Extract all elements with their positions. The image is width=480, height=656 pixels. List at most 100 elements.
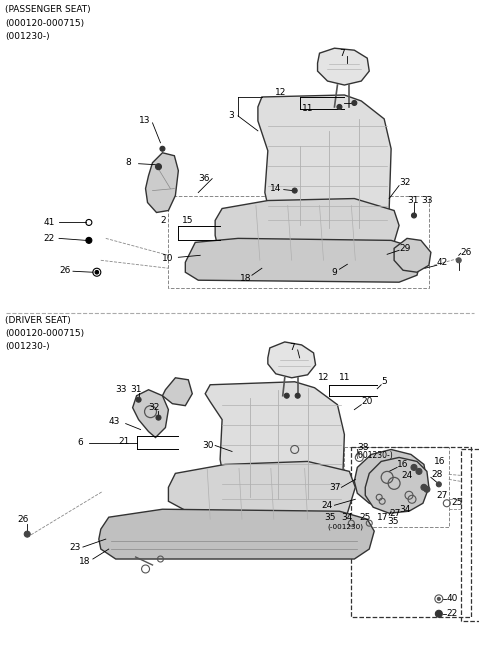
Text: 16: 16: [434, 457, 445, 466]
Text: 33: 33: [421, 196, 432, 205]
Polygon shape: [258, 95, 391, 236]
Polygon shape: [185, 238, 421, 282]
Circle shape: [295, 393, 300, 398]
Text: 31: 31: [131, 385, 142, 394]
Polygon shape: [168, 461, 355, 525]
Polygon shape: [268, 342, 315, 378]
Circle shape: [437, 598, 440, 600]
Text: 13: 13: [139, 116, 150, 125]
Text: 41: 41: [43, 218, 55, 227]
Circle shape: [160, 146, 165, 152]
Text: 15: 15: [182, 216, 194, 225]
Text: (001230-): (001230-): [355, 451, 393, 460]
Polygon shape: [354, 449, 427, 509]
Text: 34: 34: [341, 513, 353, 522]
Circle shape: [411, 213, 417, 218]
Text: 38: 38: [357, 443, 369, 452]
Text: (-001230): (-001230): [327, 524, 363, 531]
Polygon shape: [365, 457, 429, 513]
Text: 8: 8: [126, 158, 132, 167]
Text: 11: 11: [301, 104, 313, 113]
Text: 2: 2: [160, 216, 166, 225]
Bar: [351, 447, 471, 617]
Text: (PASSENGER SEAT)
(000120-000715)
(001230-): (PASSENGER SEAT) (000120-000715) (001230…: [5, 5, 91, 41]
Circle shape: [436, 482, 441, 487]
Text: 10: 10: [162, 254, 174, 263]
Text: 26: 26: [17, 515, 29, 523]
Text: 3: 3: [228, 112, 234, 121]
Text: 26: 26: [461, 248, 472, 256]
Text: 40: 40: [447, 594, 458, 604]
Circle shape: [411, 464, 417, 470]
Circle shape: [424, 486, 430, 492]
Text: 12: 12: [275, 89, 286, 98]
Polygon shape: [162, 378, 192, 405]
Text: 7: 7: [290, 343, 296, 352]
Text: 21: 21: [119, 437, 130, 446]
Text: 17: 17: [377, 513, 389, 522]
Text: 36: 36: [198, 174, 210, 183]
Circle shape: [421, 484, 427, 490]
Circle shape: [337, 104, 342, 110]
Text: 12: 12: [318, 373, 329, 382]
Text: 24: 24: [322, 501, 333, 510]
Circle shape: [95, 270, 98, 274]
Polygon shape: [99, 509, 374, 559]
Text: 26: 26: [59, 266, 71, 275]
Text: 7: 7: [339, 49, 345, 58]
Text: 32: 32: [148, 403, 160, 412]
Text: 27: 27: [437, 491, 448, 500]
Text: 34: 34: [399, 504, 410, 514]
Text: 42: 42: [437, 258, 448, 267]
Circle shape: [435, 610, 443, 617]
Polygon shape: [205, 382, 344, 505]
Text: 43: 43: [109, 417, 120, 426]
Circle shape: [24, 531, 30, 537]
Text: 22: 22: [447, 609, 458, 619]
Text: 11: 11: [339, 373, 351, 382]
Text: 27: 27: [389, 508, 400, 518]
Text: 25: 25: [360, 513, 371, 522]
Text: 35: 35: [324, 513, 336, 522]
Text: 18: 18: [240, 274, 252, 283]
Text: 20: 20: [361, 397, 372, 406]
Text: 14: 14: [270, 184, 281, 193]
Circle shape: [352, 100, 357, 106]
Text: 30: 30: [202, 441, 214, 450]
Text: 6: 6: [77, 438, 83, 447]
Text: 35: 35: [387, 517, 399, 525]
Polygon shape: [145, 153, 179, 213]
Text: 37: 37: [329, 483, 341, 492]
Circle shape: [156, 164, 161, 170]
Circle shape: [136, 397, 141, 402]
Text: 28: 28: [431, 470, 442, 479]
Circle shape: [416, 468, 422, 474]
Text: 33: 33: [116, 385, 127, 394]
Polygon shape: [132, 390, 168, 438]
Circle shape: [292, 188, 297, 193]
Text: 32: 32: [399, 178, 410, 187]
Text: 24: 24: [401, 471, 412, 480]
Text: 5: 5: [381, 377, 387, 386]
Polygon shape: [318, 48, 369, 85]
Text: 22: 22: [43, 234, 54, 243]
Text: 29: 29: [399, 244, 410, 253]
Bar: [344, 447, 449, 527]
Text: 25: 25: [452, 498, 463, 506]
Text: 31: 31: [407, 196, 419, 205]
Circle shape: [86, 237, 92, 243]
Circle shape: [156, 415, 161, 420]
Circle shape: [456, 258, 461, 263]
Polygon shape: [394, 238, 431, 272]
Text: 23: 23: [69, 543, 80, 552]
Text: (DRIVER SEAT)
(000120-000715)
(001230-): (DRIVER SEAT) (000120-000715) (001230-): [5, 316, 84, 352]
Bar: [168, 195, 429, 288]
Text: 9: 9: [332, 268, 337, 277]
Polygon shape: [215, 199, 399, 268]
Text: 18: 18: [79, 556, 90, 565]
Text: 16: 16: [397, 460, 408, 469]
Circle shape: [284, 393, 289, 398]
Bar: [461, 449, 480, 621]
